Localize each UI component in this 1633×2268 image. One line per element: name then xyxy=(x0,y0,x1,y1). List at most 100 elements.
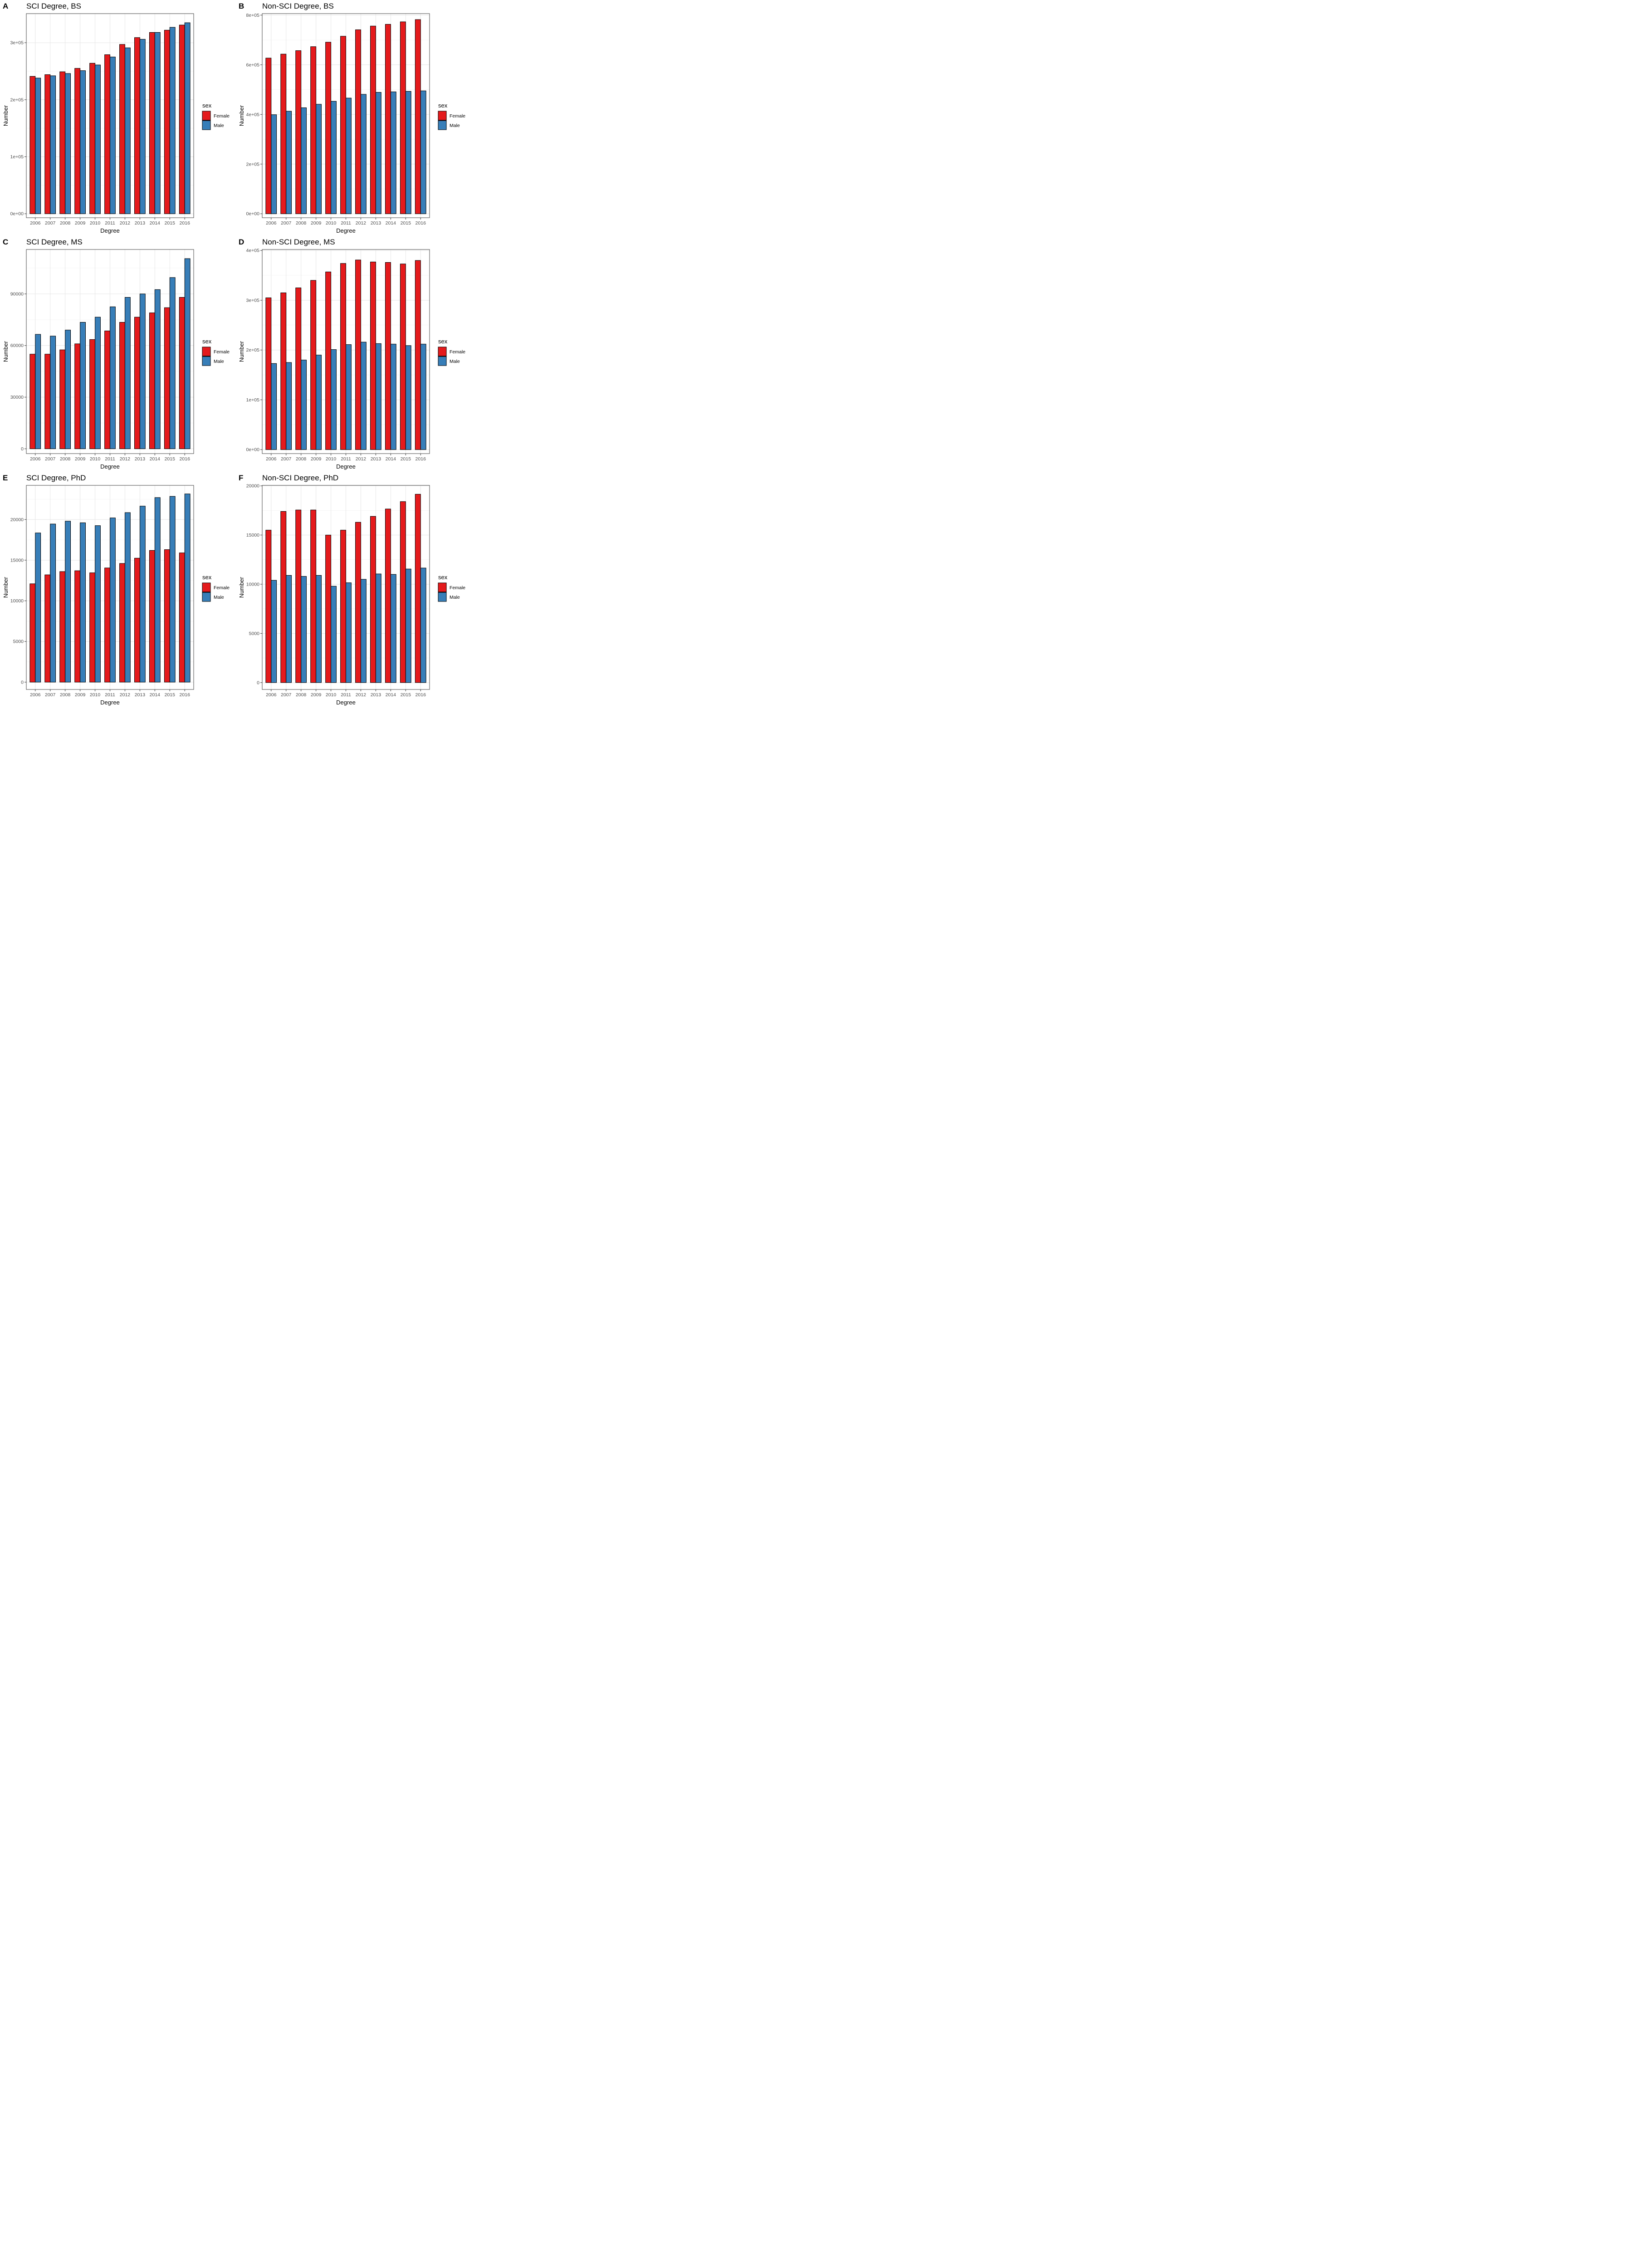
bar-male-2012 xyxy=(360,94,367,214)
y-axis-label: Number xyxy=(2,577,9,598)
legend-key-female xyxy=(438,582,447,592)
bar-female-2008 xyxy=(59,71,66,214)
bar-female-2011 xyxy=(104,54,110,214)
x-tick-label: 2016 xyxy=(416,456,426,462)
y-tick-label: 15000 xyxy=(246,533,259,538)
bar-female-2015 xyxy=(164,307,170,449)
legend-label-female: Female xyxy=(450,585,465,591)
x-tick-label: 2007 xyxy=(45,220,56,226)
y-tick-label: 6e+05 xyxy=(246,62,260,68)
bar-male-2009 xyxy=(316,355,322,450)
bar-male-2011 xyxy=(110,306,116,449)
bar-male-2006 xyxy=(35,78,41,214)
bar-male-2014 xyxy=(390,344,396,450)
bar-male-2008 xyxy=(301,107,307,214)
chart-svg: A SCI Degree, BS 0e+00 1e+05 2e+05 3e+05 2006 2… xyxy=(2,2,230,234)
bar-female-2006 xyxy=(265,297,272,450)
x-tick-label: 2008 xyxy=(60,692,71,698)
chart-title: Non-SCI Degree, MS xyxy=(262,238,335,246)
legend-label-male: Male xyxy=(450,359,460,364)
bar-male-2006 xyxy=(271,363,277,450)
bar-male-2013 xyxy=(139,293,146,449)
y-axis-label: Number xyxy=(238,105,245,126)
y-tick-label: 10000 xyxy=(246,582,259,587)
bar-female-2006 xyxy=(265,530,272,683)
bar-male-2013 xyxy=(375,92,381,214)
x-tick-label: 2009 xyxy=(75,456,86,462)
bar-male-2016 xyxy=(184,258,191,449)
x-tick-label: 2010 xyxy=(326,692,337,698)
x-tick-label: 2016 xyxy=(180,692,191,698)
bar-male-2014 xyxy=(154,497,161,683)
y-tick-label: 4e+05 xyxy=(246,112,260,117)
bar-male-2006 xyxy=(271,114,277,214)
bar-male-2014 xyxy=(390,91,396,214)
x-tick-label: 2015 xyxy=(165,220,176,226)
x-tick-label: 2007 xyxy=(45,456,56,462)
x-tick-label: 2011 xyxy=(341,456,351,462)
bar-male-2011 xyxy=(110,57,116,214)
legend-label-female: Female xyxy=(450,113,465,119)
y-tick-label: 5000 xyxy=(13,639,24,645)
legend-key-male xyxy=(438,120,447,130)
x-tick-label: 2012 xyxy=(356,220,367,226)
chart-svg: D Non-SCI Degree, MS 0e+00 1e+05 2e+05 3e+05 4… xyxy=(238,238,465,470)
bar-female-2013 xyxy=(370,261,376,450)
bar-female-2010 xyxy=(325,535,332,683)
x-tick-label: 2010 xyxy=(326,456,337,462)
x-tick-label: 2016 xyxy=(180,456,191,462)
x-tick-label: 2007 xyxy=(45,692,56,698)
bar-male-2008 xyxy=(65,73,71,214)
bar-female-2016 xyxy=(415,494,421,683)
bar-female-2006 xyxy=(29,354,36,449)
legend-title: sex xyxy=(438,102,448,109)
y-axis-label: Number xyxy=(2,341,9,362)
y-tick-label: 10000 xyxy=(10,598,24,604)
legend-key-female xyxy=(438,111,447,121)
bars xyxy=(265,494,426,683)
y-axis-label: Number xyxy=(2,105,9,126)
x-tick-label: 2015 xyxy=(401,692,411,698)
bar-female-2014 xyxy=(149,32,155,214)
x-tick-label: 2013 xyxy=(135,692,146,698)
panel-c: C SCI Degree, MS 0 30000 60000 90000 2006 2007 2… xyxy=(0,236,236,472)
bar-male-2012 xyxy=(360,342,367,450)
bar-female-2014 xyxy=(149,313,155,449)
bar-male-2014 xyxy=(390,574,396,683)
bar-male-2016 xyxy=(184,494,191,683)
chart-svg: F Non-SCI Degree, PhD 0 5000 10000 15000 20000… xyxy=(238,474,465,706)
x-tick-label: 2011 xyxy=(105,692,115,698)
x-tick-label: 2006 xyxy=(30,220,41,226)
legend-title: sex xyxy=(438,574,448,581)
legend-label-female: Female xyxy=(214,349,230,355)
bar-female-2006 xyxy=(265,58,272,214)
x-tick-label: 2011 xyxy=(341,220,351,226)
y-tick-label: 20000 xyxy=(10,517,24,523)
y-tick-label: 60000 xyxy=(10,343,24,348)
x-tick-label: 2016 xyxy=(416,220,426,226)
bar-male-2012 xyxy=(124,297,131,449)
chart-svg: C SCI Degree, MS 0 30000 60000 90000 2006 2007 2… xyxy=(2,238,230,470)
bar-female-2011 xyxy=(340,263,346,450)
panel-a: A SCI Degree, BS 0e+00 1e+05 2e+05 3e+05 2006 2… xyxy=(0,0,236,236)
bar-female-2012 xyxy=(119,44,125,214)
bar-female-2009 xyxy=(310,509,317,683)
x-tick-label: 2012 xyxy=(120,220,131,226)
bar-female-2010 xyxy=(325,42,332,214)
x-tick-label: 2016 xyxy=(180,220,191,226)
y-tick-label: 3e+05 xyxy=(246,298,260,303)
bar-female-2010 xyxy=(325,271,332,450)
bar-male-2013 xyxy=(375,573,381,683)
chart-title: SCI Degree, MS xyxy=(26,238,83,246)
x-tick-label: 2013 xyxy=(135,220,146,226)
bar-female-2015 xyxy=(400,21,406,214)
bar-male-2012 xyxy=(124,47,131,214)
bar-female-2013 xyxy=(134,557,140,683)
bar-female-2007 xyxy=(280,511,287,683)
bar-female-2016 xyxy=(415,260,421,450)
y-tick-label: 3e+05 xyxy=(10,40,24,46)
bar-male-2010 xyxy=(95,525,101,683)
bar-male-2015 xyxy=(169,496,176,683)
bar-female-2008 xyxy=(59,571,66,683)
